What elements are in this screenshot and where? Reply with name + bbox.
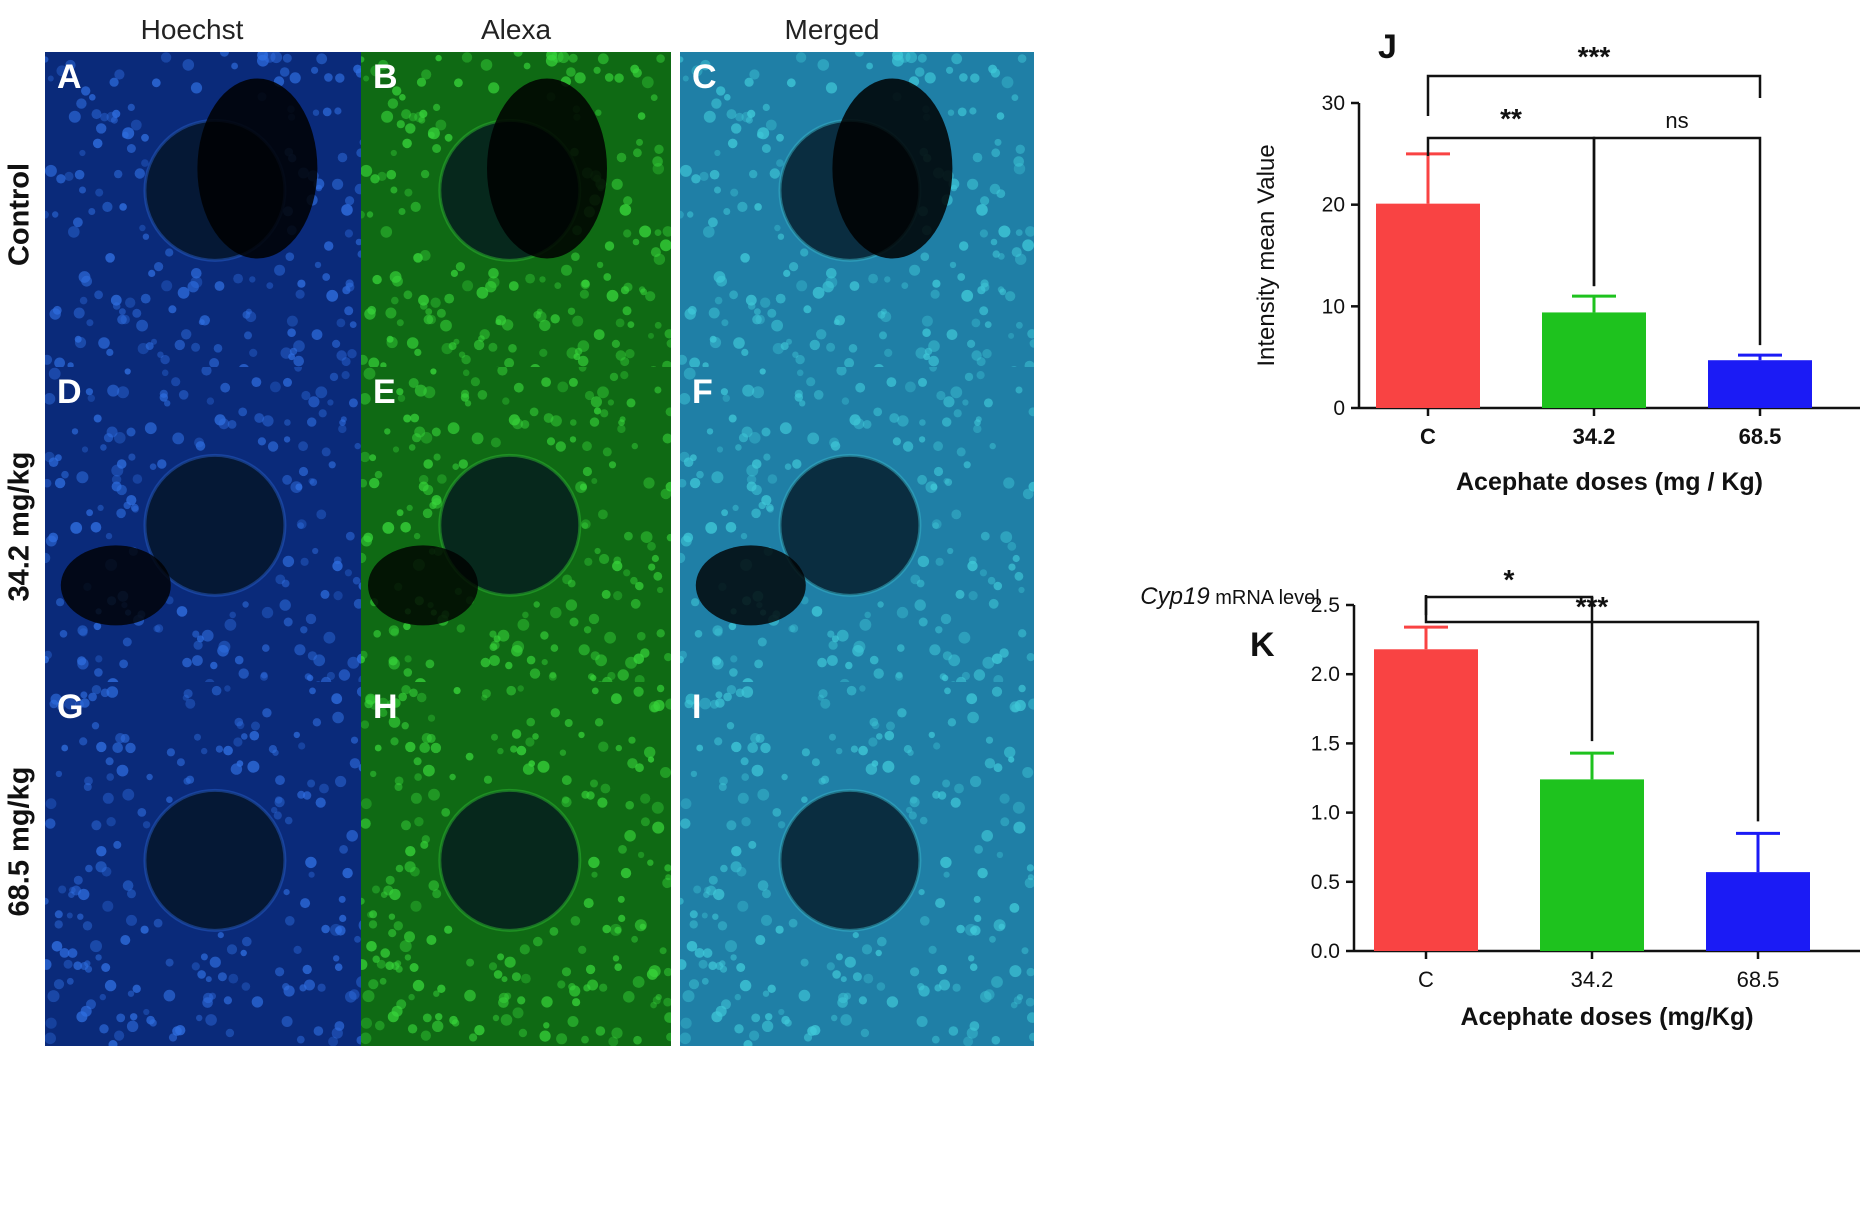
y-axis-label-gene: Cyp19 xyxy=(1140,583,1209,610)
significance-label: *** xyxy=(1576,591,1609,622)
x-tick-label: 68.5 xyxy=(1739,424,1782,449)
column-header-merged: Merged xyxy=(784,14,880,45)
significance-bracket xyxy=(1592,136,1762,346)
micrograph-panel-c: C xyxy=(680,52,1034,416)
y-axis-label: Intensity mean Value xyxy=(1253,144,1280,366)
y-tick-label: 0.5 xyxy=(1311,871,1340,894)
bar-C xyxy=(1376,203,1480,408)
bar-68.5 xyxy=(1708,360,1812,408)
column-header-alexa: Alexa xyxy=(480,14,552,45)
micrograph-image xyxy=(45,52,399,416)
micrograph-image xyxy=(45,367,399,731)
x-tick-label: 34.2 xyxy=(1573,424,1616,449)
micrograph-panel-g: G xyxy=(45,682,399,1046)
significance-bracket xyxy=(1426,74,1762,116)
x-tick-label: 68.5 xyxy=(1737,967,1780,992)
y-tick-label: 0 xyxy=(1333,397,1345,420)
bar-chart-j: J 0 10 20 30 C 34.2 68.5 Acephate doses (mg / Kg… xyxy=(1253,28,1860,496)
bar-C xyxy=(1374,649,1478,951)
row-header-dose-68: 68.5 mg/kg xyxy=(3,766,36,917)
micrograph-panel-b: B xyxy=(361,52,671,416)
micrograph-panel-a: A xyxy=(45,52,399,416)
significance-label: ns xyxy=(1665,108,1688,133)
panel-letter: I xyxy=(692,688,702,726)
column-header-hoechst: Hoechst xyxy=(140,14,244,45)
micrograph-image xyxy=(361,682,671,1046)
bar-34.2 xyxy=(1540,779,1644,951)
y-tick-label: 20 xyxy=(1322,194,1345,217)
row-header-control: Control xyxy=(3,162,36,267)
y-tick-label: 10 xyxy=(1322,295,1345,318)
micrograph-panel-f: F xyxy=(680,367,1034,731)
panel-letter-k: K xyxy=(1250,626,1275,664)
panel-letter: C xyxy=(692,58,717,96)
panel-letter: D xyxy=(57,373,82,411)
row-header-dose-34: 34.2 mg/kg xyxy=(3,451,36,602)
x-tick-label: C xyxy=(1418,967,1434,992)
y-tick-label: 1.0 xyxy=(1311,802,1340,825)
x-tick-label: C xyxy=(1420,424,1436,449)
bar-chart-k: K 0.0 0.5 1.0 1.5 2.0 2.5 C 34.2 68.5 Acephate dos… xyxy=(1140,564,1860,1031)
y-tick-label: 0.0 xyxy=(1311,940,1340,963)
y-axis-label-rest: mRNA level xyxy=(1210,587,1320,609)
significance-label: * xyxy=(1504,564,1515,595)
significance-label: ** xyxy=(1500,103,1522,134)
micrograph-image xyxy=(361,52,671,416)
y-tick-label: 1.5 xyxy=(1311,732,1340,755)
panel-letter: F xyxy=(692,373,713,411)
significance-bracket xyxy=(1424,595,1760,822)
panel-letter: G xyxy=(57,688,84,726)
micrograph-panel-e: E xyxy=(361,367,671,731)
panel-letter-j: J xyxy=(1378,28,1397,66)
panel-letter: B xyxy=(373,58,398,96)
micrograph-image xyxy=(680,682,1034,1046)
micrograph-image xyxy=(680,52,1034,416)
bar-68.5 xyxy=(1706,872,1810,951)
x-axis-label: Acephate doses (mg / Kg) xyxy=(1456,468,1763,496)
bar-34.2 xyxy=(1542,312,1646,408)
y-tick-label: 2.0 xyxy=(1311,663,1340,686)
y-axis-label: Cyp19 mRNA level xyxy=(1140,583,1319,610)
micrograph-panel-h: H xyxy=(361,682,671,1046)
micrograph-image xyxy=(361,367,671,731)
significance-label: *** xyxy=(1578,41,1611,72)
x-axis-label: Acephate doses (mg/Kg) xyxy=(1460,1003,1753,1031)
y-tick-label: 2.5 xyxy=(1311,594,1340,617)
y-tick-label: 30 xyxy=(1322,92,1345,115)
micrograph-panel-d: D xyxy=(45,367,399,731)
micrograph-panel-i: I xyxy=(680,682,1034,1046)
micrograph-image xyxy=(680,367,1034,731)
panel-letter: H xyxy=(373,688,398,726)
panel-letter: A xyxy=(57,58,82,96)
micrograph-image xyxy=(45,682,399,1046)
x-tick-label: 34.2 xyxy=(1571,967,1614,992)
panel-letter: E xyxy=(373,373,396,411)
